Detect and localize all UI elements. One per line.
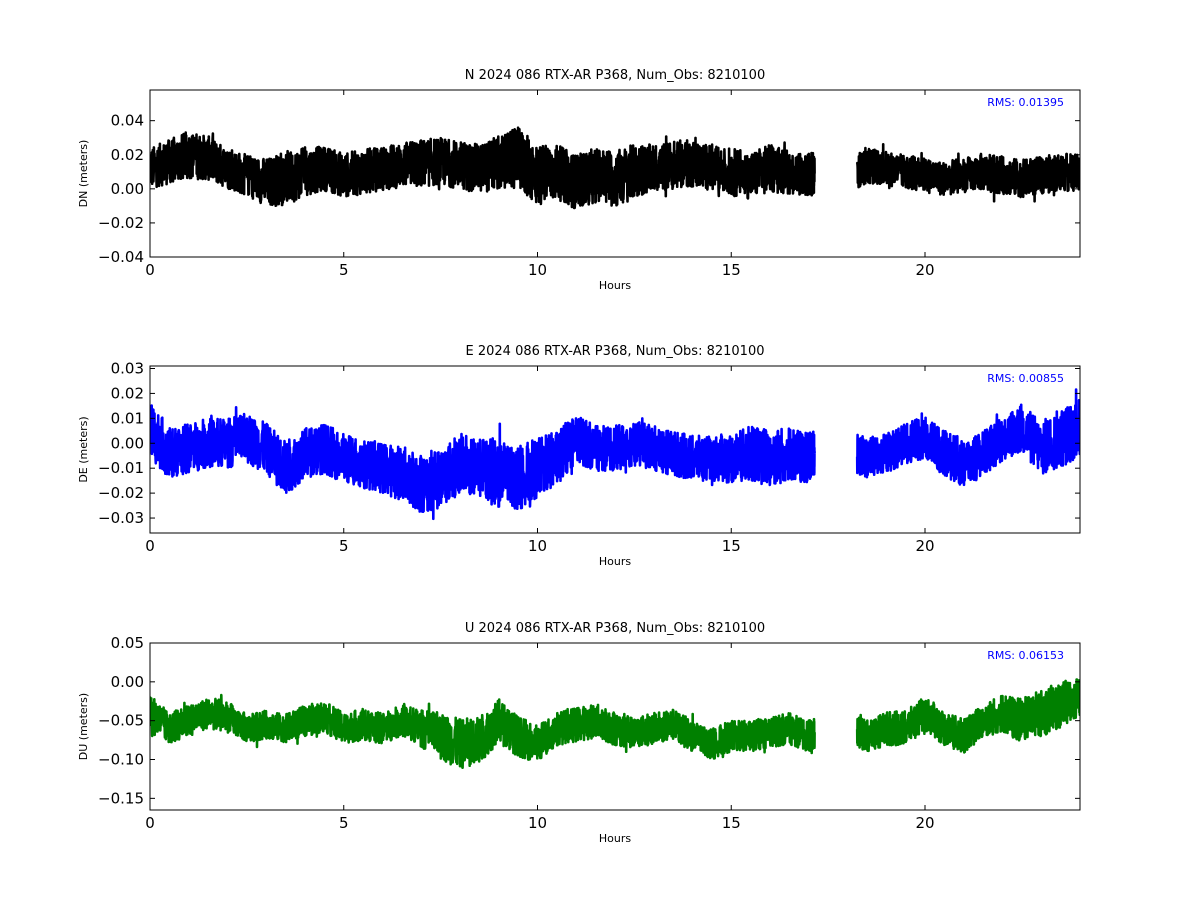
x-tick-label: 10	[528, 814, 547, 832]
y-tick-label: 0.04	[111, 112, 144, 130]
axes-frame	[149, 642, 1081, 811]
y-tick-label: −0.02	[98, 484, 144, 502]
x-tick-label: 20	[915, 537, 934, 555]
series-trace-segment-1	[150, 404, 816, 521]
axes-frame	[149, 365, 1081, 534]
x-axis-label: Hours	[599, 555, 631, 568]
y-tick-label: 0.01	[111, 409, 144, 427]
x-tick-label: 5	[339, 537, 349, 555]
axes-frame	[149, 89, 1081, 258]
y-tick-label: 0.05	[111, 634, 144, 652]
y-tick-label: 0.00	[111, 180, 144, 198]
x-tick-label: 20	[915, 814, 934, 832]
x-tick-label: 0	[145, 537, 155, 555]
y-tick-label: −0.02	[98, 214, 144, 232]
subplot-du: 0 5 10 15 20 −0.15 −0.10 −0.05 0.00 0.05 U 2024 08…	[77, 621, 1081, 845]
x-tick-label: 5	[339, 261, 349, 279]
x-tick-label: 15	[722, 537, 741, 555]
x-tick-label: 0	[145, 814, 155, 832]
series-trace-segment-1	[150, 693, 816, 769]
series-trace-segment-2	[855, 678, 1080, 754]
series-trace-segment-1	[150, 126, 816, 210]
x-tick-label: 15	[722, 814, 741, 832]
series-trace-segment-2	[855, 143, 1080, 203]
y-tick-label: 0.02	[111, 384, 144, 402]
y-tick-label: −0.04	[98, 248, 144, 266]
series-trace-segment-2	[855, 388, 1080, 487]
chart-title: N 2024 086 RTX-AR P368, Num_Obs: 8210100	[465, 68, 765, 83]
y-axis-label: DE (meters)	[77, 416, 90, 482]
rms-annotation: RMS: 0.01395	[987, 96, 1064, 109]
x-tick-label: 5	[339, 814, 349, 832]
y-tick-label: −0.15	[98, 789, 144, 807]
y-tick-label: −0.03	[98, 509, 144, 527]
subplot-dn: 0 5 10 15 20 −0.04 −0.02 0.00 0.02 0.04 N 2024 086…	[77, 68, 1081, 292]
y-tick-label: 0.03	[111, 359, 144, 377]
x-tick-label: 10	[528, 261, 547, 279]
chart-title: U 2024 086 RTX-AR P368, Num_Obs: 8210100	[465, 621, 765, 636]
x-tick-label: 0	[145, 261, 155, 279]
subplot-de: 0 5 10 15 20 −0.03 −0.02 −0.01 0.00 0.01 0.02 0.03 E…	[77, 344, 1081, 568]
chart-title: E 2024 086 RTX-AR P368, Num_Obs: 8210100	[466, 344, 765, 359]
y-tick-label: −0.10	[98, 751, 144, 769]
y-axis-label: DU (meters)	[77, 693, 90, 760]
x-axis-label: Hours	[599, 279, 631, 292]
y-tick-label: −0.01	[98, 459, 144, 477]
x-tick-label: 15	[722, 261, 741, 279]
x-tick-label: 10	[528, 537, 547, 555]
rms-annotation: RMS: 0.06153	[987, 649, 1064, 662]
y-tick-label: −0.05	[98, 712, 144, 730]
y-axis-label: DN (meters)	[77, 140, 90, 208]
y-tick-label: 0.00	[111, 434, 144, 452]
x-tick-label: 20	[915, 261, 934, 279]
y-tick-label: 0.02	[111, 146, 144, 164]
rms-annotation: RMS: 0.00855	[987, 372, 1064, 385]
y-tick-label: 0.00	[111, 673, 144, 691]
x-axis-label: Hours	[599, 832, 631, 845]
